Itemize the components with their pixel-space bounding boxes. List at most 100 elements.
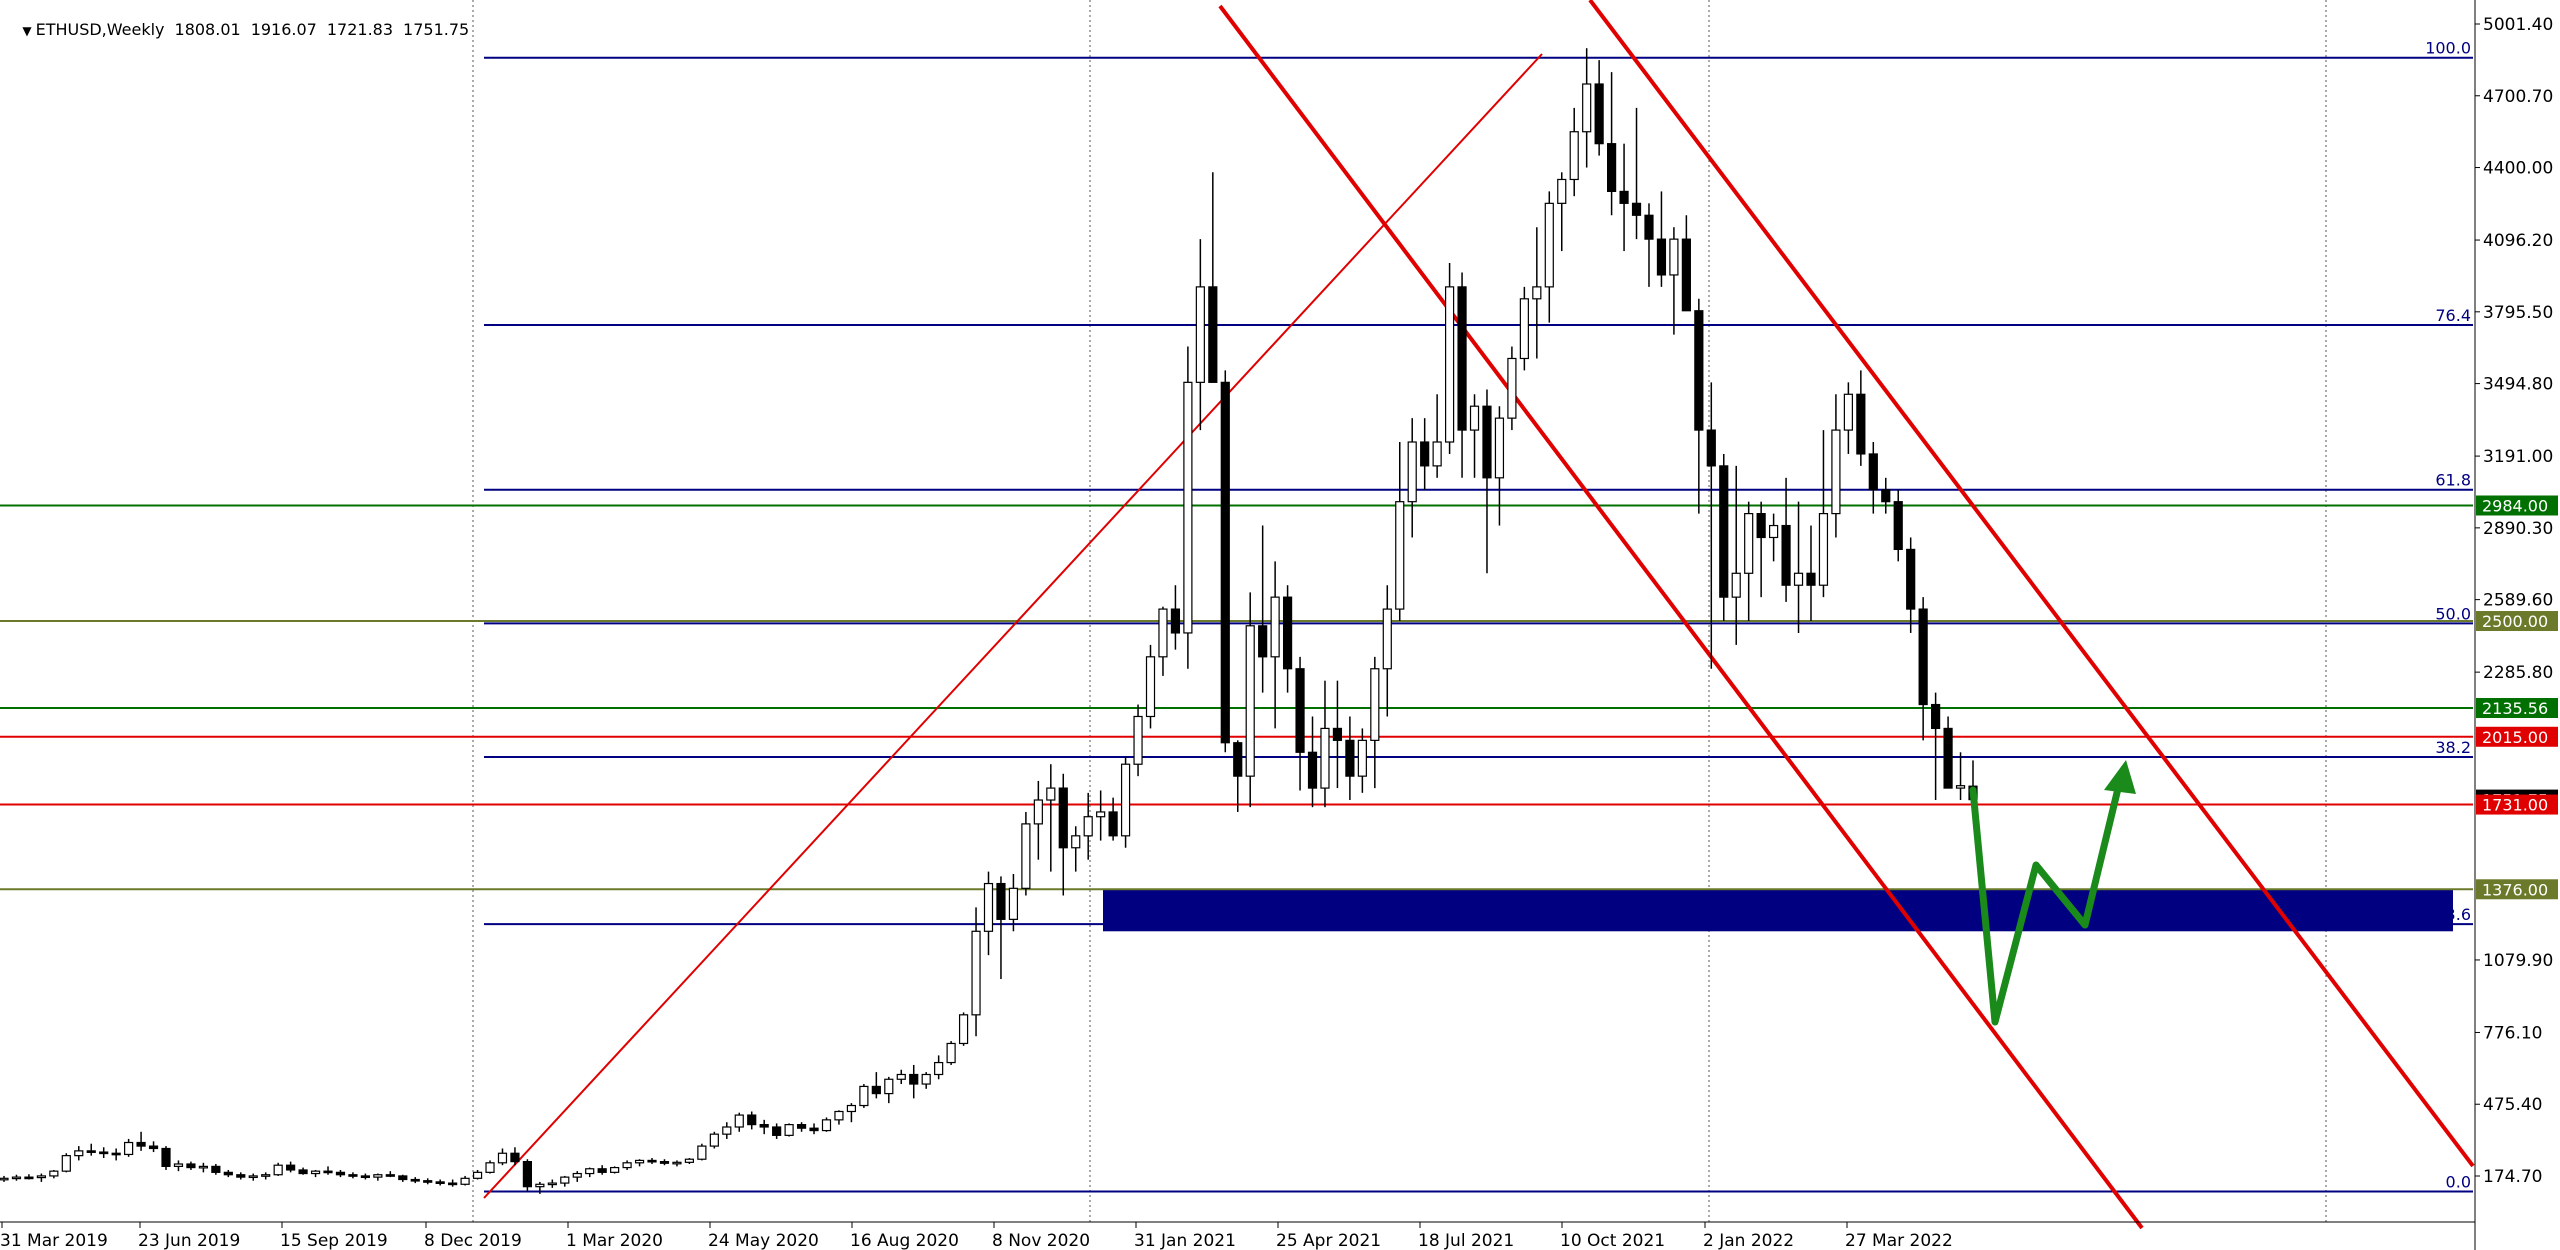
candle-body xyxy=(1382,608,1392,670)
level-tag-box xyxy=(2476,697,2558,718)
candle-body xyxy=(385,1174,395,1177)
candle-body xyxy=(796,1124,807,1129)
candle-body xyxy=(983,882,994,932)
candle-body xyxy=(1307,751,1318,789)
open-value: 1808.01 xyxy=(174,20,241,39)
candle-body xyxy=(1071,835,1081,849)
low-value: 1721.83 xyxy=(326,20,394,39)
candle-body xyxy=(734,1114,744,1128)
candle-body xyxy=(86,1150,96,1153)
candle-body xyxy=(423,1180,433,1183)
candle-body xyxy=(1607,143,1617,193)
channel-upper-line xyxy=(1588,0,2475,1168)
candle-body xyxy=(36,1175,46,1179)
price-tick-label: 174.70 xyxy=(2483,1167,2542,1187)
candle-body xyxy=(236,1174,246,1178)
candle-body xyxy=(896,1073,906,1080)
candle-body xyxy=(1420,441,1430,467)
candle-body xyxy=(1582,83,1592,133)
candle-body xyxy=(1669,238,1679,276)
candle-body xyxy=(1694,310,1704,431)
projection-path xyxy=(1969,768,2126,1026)
channel-lower-line xyxy=(1218,4,2144,1230)
level-tag-box xyxy=(2476,495,2558,516)
candle-body xyxy=(1806,572,1816,586)
candle-body xyxy=(1295,668,1305,753)
vertical-gridlines xyxy=(472,0,2327,1222)
candle-body xyxy=(211,1165,221,1173)
candle-body xyxy=(1831,429,1841,515)
candle-body xyxy=(1494,417,1505,479)
fibonacci-retracement-group: 100.0 76.4 61.8 50.0 38.2 23.6 0.0 xyxy=(484,39,2473,1193)
candle-body xyxy=(1881,489,1891,503)
candle-body xyxy=(871,1085,881,1095)
candle-body xyxy=(1046,787,1056,801)
fib-level-label: 76.4 xyxy=(2435,306,2471,325)
price-tick-label: 2285.80 xyxy=(2483,663,2553,683)
candle-body xyxy=(1544,202,1554,288)
candle-body xyxy=(597,1168,607,1173)
candle-body xyxy=(1033,799,1043,825)
time-tick-label: 15 Sep 2019 xyxy=(280,1231,388,1250)
candle-body xyxy=(1270,596,1280,658)
candle-body xyxy=(398,1175,408,1181)
candle-body xyxy=(659,1161,670,1164)
level-tag-value: 1731.00 xyxy=(2482,796,2548,815)
candle-body xyxy=(1469,405,1480,431)
candle-body xyxy=(1183,381,1193,634)
candle-body xyxy=(909,1073,919,1085)
price-tick-label: 1079.90 xyxy=(2483,951,2553,971)
candle-body xyxy=(859,1085,869,1107)
level-tag-value: 2984.00 xyxy=(2482,496,2548,515)
candle-body xyxy=(1457,286,1467,431)
candle-body xyxy=(1395,501,1405,610)
candle-body xyxy=(261,1174,271,1177)
candle-body xyxy=(24,1176,34,1180)
candle-body xyxy=(1195,286,1205,383)
candle-body xyxy=(1955,785,1966,789)
candle-body xyxy=(535,1183,545,1188)
fib-level-label: 61.8 xyxy=(2435,471,2471,490)
candle-body xyxy=(497,1152,508,1164)
candle-body xyxy=(298,1169,308,1175)
candle-body xyxy=(772,1126,782,1136)
candle-body xyxy=(834,1110,844,1121)
candle-body xyxy=(173,1163,184,1167)
candle-body xyxy=(958,1014,969,1045)
candle-body xyxy=(846,1104,857,1113)
candle-body xyxy=(1557,178,1567,204)
price-tick-label: 475.40 xyxy=(2483,1095,2542,1115)
candle-body xyxy=(348,1174,358,1177)
time-axis-group: 31 Mar 2019 23 Jun 2019 15 Sep 2019 8 Dec 2… xyxy=(0,1221,2475,1250)
candle-body xyxy=(1918,608,1928,706)
candle-body xyxy=(672,1161,682,1165)
chart-menu-icon[interactable]: ▼ xyxy=(22,24,32,38)
candle-body xyxy=(61,1155,71,1172)
candle-body xyxy=(435,1181,445,1184)
candle-body xyxy=(373,1174,383,1178)
price-tick-label: 2589.60 xyxy=(2483,591,2553,611)
fib-level-label: 38.2 xyxy=(2435,738,2471,757)
fib-level-label: 100.0 xyxy=(2425,39,2471,58)
price-axis-tags-group: 1751.752984.002500.002135.562015.001731.… xyxy=(2476,495,2558,900)
time-tick-label: 8 Dec 2019 xyxy=(424,1231,522,1250)
candle-body xyxy=(1656,238,1667,276)
candle-body xyxy=(1345,739,1355,777)
candle-body xyxy=(585,1168,595,1175)
time-tick-label: 27 Mar 2022 xyxy=(1845,1231,1953,1250)
candle-body xyxy=(1532,286,1542,300)
close-value: 1751.75 xyxy=(403,20,470,39)
candle-body xyxy=(472,1171,483,1179)
time-tick-label: 2 Jan 2022 xyxy=(1703,1231,1794,1250)
candle-body xyxy=(111,1152,121,1156)
candle-body xyxy=(1170,608,1181,634)
trend-channel-group xyxy=(483,0,2475,1230)
candle-body xyxy=(186,1163,196,1169)
candle-body xyxy=(323,1170,333,1174)
candle-body xyxy=(634,1159,645,1164)
candle-body xyxy=(510,1152,520,1163)
candle-body xyxy=(884,1078,894,1095)
projection-arrow-group xyxy=(1969,760,2136,1026)
